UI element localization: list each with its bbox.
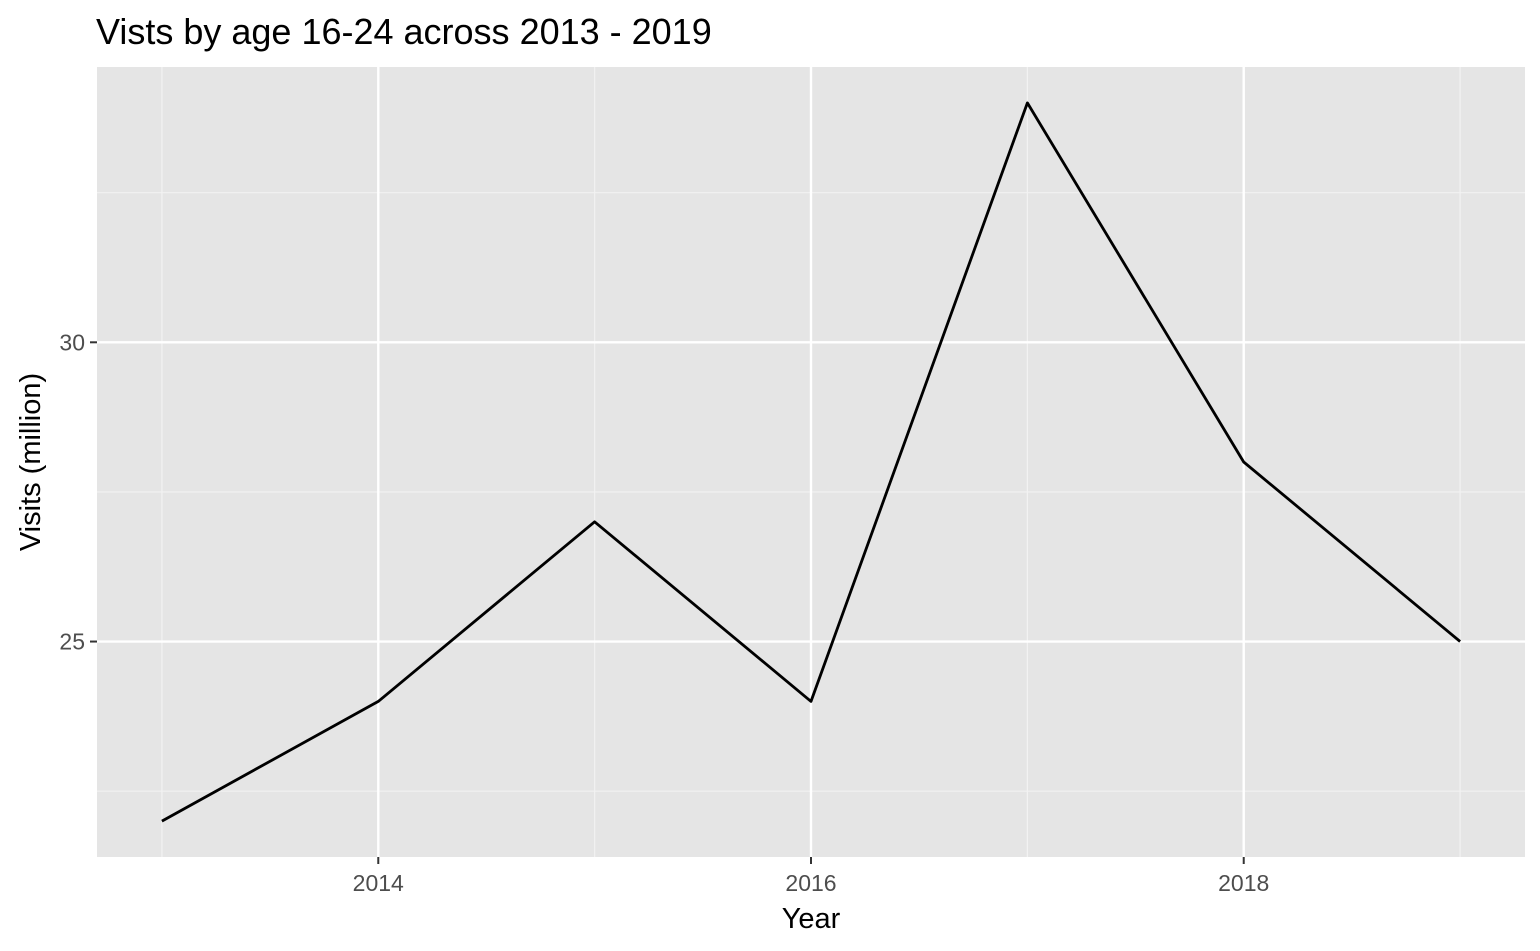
x-axis: 2014 2016 2018 xyxy=(353,857,1269,896)
y-axis-title: Visits (million) xyxy=(15,373,47,551)
y-tick-label: 25 xyxy=(59,629,85,655)
x-tick-label: 2014 xyxy=(353,870,404,896)
x-tick-label: 2018 xyxy=(1218,870,1269,896)
chart-title: Vists by age 16-24 across 2013 - 2019 xyxy=(96,11,712,52)
y-tick-label: 30 xyxy=(59,329,85,355)
x-tick-label: 2016 xyxy=(785,870,836,896)
y-axis: 25 30 xyxy=(59,329,97,655)
series-line-layer xyxy=(161,101,1461,823)
x-axis-title: Year xyxy=(782,903,841,935)
series-line-0 xyxy=(161,101,1461,823)
